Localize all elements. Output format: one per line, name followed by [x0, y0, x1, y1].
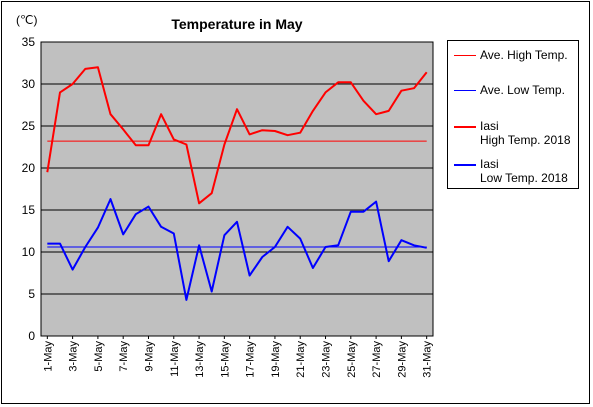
legend-label-ave-high: Ave. High Temp. [480, 48, 568, 62]
y-unit-label: (℃) [16, 13, 37, 27]
y-tick-label: 35 [22, 35, 36, 49]
y-tick-label: 25 [22, 119, 36, 133]
y-tick-label: 0 [28, 329, 35, 343]
legend-swatch-iasi-high [454, 126, 476, 128]
legend-label-ave-low: Ave. Low Temp. [480, 83, 565, 97]
y-tick-label: 20 [22, 161, 36, 175]
x-tick-label: 23-May [321, 341, 333, 378]
y-tick-label: 15 [22, 203, 36, 217]
legend-swatch-ave-low [454, 90, 476, 91]
x-tick-label: 1-May [42, 341, 54, 372]
x-tick-label: 15-May [219, 341, 231, 378]
legend-swatch-iasi-low [454, 164, 476, 166]
legend-swatch-ave-high [454, 55, 476, 56]
y-tick-labels: 0 5 10 15 20 25 30 35 [22, 35, 36, 343]
x-tick-label: 9-May [143, 341, 155, 372]
y-tick-label: 10 [22, 245, 36, 259]
y-tick-label: 30 [22, 77, 36, 91]
legend-label-iasi-low-line2: Low Temp. 2018 [480, 171, 568, 185]
x-tick-label: 11-May [169, 341, 181, 377]
x-tick-label: 25-May [346, 341, 358, 378]
series-lines [46, 66, 428, 301]
x-tick-label: 31-May [422, 341, 434, 378]
chart-title: Temperature in May [171, 16, 302, 32]
series-iasi-low-line [47, 198, 427, 301]
x-tick-label: 3-May [68, 341, 80, 372]
legend-label-iasi-high-line1: Iasi [480, 119, 499, 133]
x-tick-label: 5-May [93, 341, 105, 372]
x-tick-label: 7-May [118, 341, 130, 372]
x-tick-label: 27-May [371, 341, 383, 378]
x-tick-labels: 1-May 3-May 5-May 7-May 9-May 11-May 13-May 15-… [42, 336, 434, 378]
series-iasi-high-line [46, 66, 428, 205]
legend-label-iasi-high-line2: High Temp. 2018 [480, 133, 571, 147]
grid-lines [41, 83, 433, 295]
x-tick-label: 17-May [245, 341, 257, 378]
x-tick-label: 19-May [270, 341, 282, 378]
y-tick-label: 5 [28, 287, 35, 301]
legend: Ave. High Temp. Ave. Low Temp. Iasi High… [447, 40, 579, 189]
plot-area [40, 41, 434, 337]
x-tick-label: 29-May [396, 341, 408, 378]
legend-label-iasi-low-line1: Iasi [480, 157, 499, 171]
x-tick-label: 21-May [295, 341, 307, 378]
x-tick-label: 13-May [194, 341, 206, 378]
